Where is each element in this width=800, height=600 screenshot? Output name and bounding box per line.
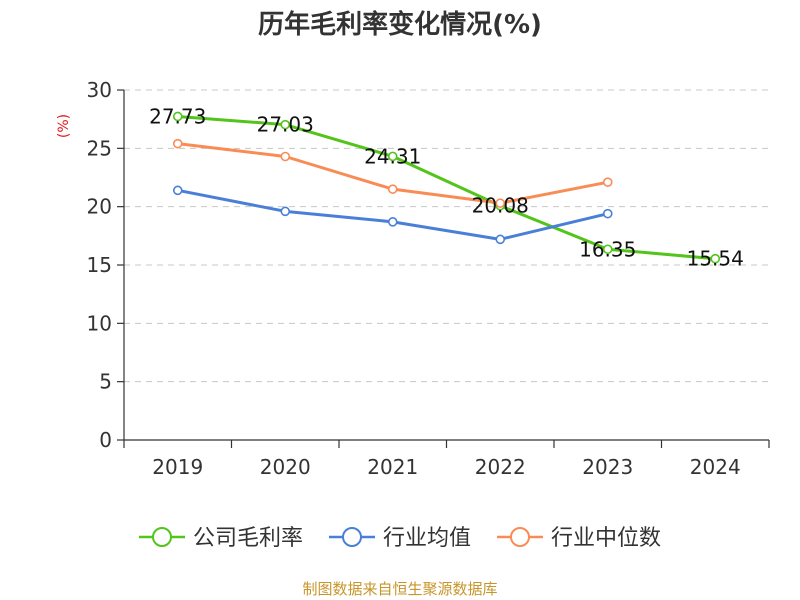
y-tick-label: 0 — [99, 428, 112, 452]
data-point — [280, 119, 291, 130]
series-line — [177, 114, 716, 261]
data-point — [172, 111, 183, 122]
data-point — [172, 138, 183, 149]
legend-label: 公司毛利率 — [193, 526, 303, 551]
y-tick-label: 5 — [99, 370, 112, 394]
axes: 0 5 10 15 20 25 30 2019 2020 2021 2022 2023 2024 — [87, 78, 770, 479]
data-label: 20.08 — [472, 194, 529, 218]
legend-label: 行业均值 — [383, 526, 471, 551]
y-tick-label: 25 — [87, 136, 112, 160]
data-point — [602, 244, 613, 255]
y-tick-label: 20 — [87, 195, 112, 219]
source-note: 制图数据来自恒生聚源数据库 — [302, 580, 497, 598]
data-point — [280, 151, 291, 162]
series-lines — [172, 111, 721, 264]
legend-swatch-marker — [342, 527, 362, 547]
legend-label: 行业中位数 — [551, 526, 661, 551]
x-tick-label: 2019 — [152, 455, 203, 479]
data-label: 27.73 — [149, 104, 206, 128]
data-point — [602, 177, 613, 187]
y-tick-label: 10 — [87, 311, 112, 335]
data-point — [172, 185, 183, 196]
x-tick-label: 2020 — [260, 455, 311, 479]
chart-title: 历年毛利率变化情况(%) — [258, 9, 542, 40]
data-label: 16.35 — [579, 237, 636, 261]
data-point — [495, 234, 506, 245]
y-axis-label: (%) — [56, 114, 72, 138]
data-point — [495, 198, 506, 208]
x-tick-label: 2023 — [582, 455, 633, 479]
legend: 公司毛利率 行业均值 行业中位数 — [139, 526, 661, 551]
data-point — [280, 206, 291, 217]
x-tick-label: 2022 — [475, 455, 526, 479]
data-label: 24.31 — [364, 144, 421, 168]
data-label: 15.54 — [687, 247, 744, 271]
grid-lines — [124, 89, 769, 383]
data-point — [710, 253, 721, 264]
data-point — [602, 208, 613, 219]
data-label: 27.03 — [257, 113, 314, 137]
series-line — [177, 188, 609, 241]
data-point — [387, 217, 398, 227]
data-point — [387, 151, 398, 162]
data-labels: 27.73 27.03 24.31 20.08 16.35 15.54 — [149, 104, 744, 270]
legend-swatch-marker — [152, 527, 172, 547]
legend-swatch-marker — [510, 527, 530, 547]
y-tick-label: 30 — [87, 78, 112, 102]
y-tick-label: 15 — [87, 253, 112, 277]
x-tick-label: 2024 — [690, 455, 741, 479]
data-point — [387, 184, 398, 194]
x-tick-label: 2021 — [367, 455, 418, 479]
